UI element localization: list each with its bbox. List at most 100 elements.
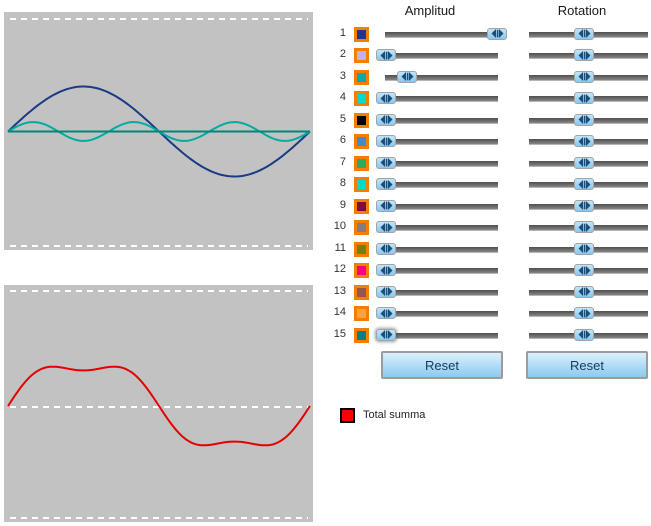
amplitude-slider[interactable]	[376, 221, 507, 234]
rotation-slider[interactable]	[522, 49, 651, 62]
amplitude-slider-thumb[interactable]	[376, 264, 396, 276]
amplitude-slider-thumb[interactable]	[376, 199, 396, 212]
harmonic-color-swatch	[354, 134, 369, 149]
amplitude-slider-track[interactable]	[385, 117, 498, 124]
rotation-slider[interactable]	[522, 156, 651, 170]
amplitude-slider-thumb[interactable]	[376, 328, 396, 341]
rotation-slider-thumb[interactable]	[574, 92, 594, 104]
rotation-slider[interactable]	[522, 70, 651, 84]
amplitude-slider-thumb[interactable]	[376, 113, 396, 126]
amplitude-slider-track[interactable]	[385, 53, 498, 59]
harmonic-number-label: 2	[339, 48, 346, 60]
amplitude-slider-track[interactable]	[385, 182, 498, 188]
rotation-slider[interactable]	[522, 113, 651, 127]
harmonic-color-swatch	[354, 48, 369, 63]
rotation-slider-thumb[interactable]	[574, 113, 594, 126]
amplitude-slider-track[interactable]	[385, 31, 498, 38]
left-right-stepper-icon	[578, 29, 590, 38]
amplitude-slider-thumb[interactable]	[376, 92, 396, 104]
left-right-stepper-icon	[578, 93, 590, 103]
rotation-slider-thumb[interactable]	[574, 27, 594, 40]
amplitude-slider-thumb[interactable]	[397, 70, 417, 83]
rotation-slider-thumb[interactable]	[574, 285, 594, 298]
rotation-slider[interactable]	[522, 178, 651, 191]
amplitude-slider-thumb[interactable]	[376, 156, 396, 169]
amplitude-slider-track[interactable]	[385, 332, 498, 339]
amplitude-slider[interactable]	[376, 27, 507, 41]
harmonic-number-label: 11	[334, 241, 346, 254]
upper-bound-dashed-line	[10, 290, 308, 292]
harmonic-row-4: 4	[330, 88, 651, 109]
left-right-stepper-icon	[401, 72, 413, 81]
amplitude-slider[interactable]	[376, 92, 507, 105]
left-right-stepper-icon	[578, 72, 590, 81]
amplitude-slider-track[interactable]	[385, 160, 498, 167]
rotation-slider-thumb[interactable]	[574, 264, 594, 276]
amplitude-slider[interactable]	[376, 70, 507, 84]
amplitude-slider-track[interactable]	[385, 139, 498, 145]
harmonic-number-label: 12	[333, 263, 346, 275]
rotation-slider-thumb[interactable]	[574, 156, 594, 169]
amplitude-slider[interactable]	[376, 199, 507, 213]
rotation-slider-thumb[interactable]	[574, 135, 594, 147]
amplitude-slider[interactable]	[376, 135, 507, 148]
amplitude-slider[interactable]	[376, 242, 507, 256]
rotation-slider-thumb[interactable]	[574, 178, 594, 190]
amplitude-slider[interactable]	[376, 307, 507, 320]
amplitude-slider-thumb[interactable]	[376, 307, 396, 319]
amplitude-slider-thumb[interactable]	[376, 242, 396, 255]
amplitude-slider-track[interactable]	[385, 289, 498, 296]
rotation-slider[interactable]	[522, 242, 651, 256]
left-right-stepper-icon	[491, 29, 503, 38]
reset-amplitude-button[interactable]: Reset	[381, 351, 503, 379]
rotation-slider[interactable]	[522, 221, 651, 234]
harmonic-row-1: 1	[330, 24, 651, 45]
rotation-slider[interactable]	[522, 199, 651, 213]
amplitude-slider-track[interactable]	[385, 246, 498, 253]
rotation-slider-thumb[interactable]	[574, 49, 594, 61]
rotation-slider[interactable]	[522, 92, 651, 105]
amplitude-slider[interactable]	[376, 113, 507, 127]
amplitude-slider-thumb[interactable]	[376, 285, 396, 298]
left-right-stepper-icon	[578, 158, 590, 167]
left-right-stepper-icon	[380, 265, 392, 275]
reset-rotation-button[interactable]: Reset	[526, 351, 648, 379]
amplitude-slider-thumb[interactable]	[376, 221, 396, 233]
harmonic-number-label: 3	[339, 69, 346, 82]
left-right-stepper-icon	[380, 93, 392, 103]
amplitude-slider-track[interactable]	[385, 311, 498, 317]
left-right-stepper-icon	[380, 222, 392, 232]
rotation-slider[interactable]	[522, 264, 651, 277]
rotation-slider-thumb[interactable]	[574, 70, 594, 83]
lower-bound-dashed-line	[10, 517, 308, 519]
harmonic-row-6: 6	[330, 131, 651, 152]
amplitude-slider[interactable]	[376, 178, 507, 191]
amplitude-slider[interactable]	[376, 328, 507, 342]
amplitude-slider[interactable]	[376, 156, 507, 170]
rotation-slider[interactable]	[522, 135, 651, 148]
rotation-slider-thumb[interactable]	[574, 199, 594, 212]
amplitude-slider-track[interactable]	[385, 203, 498, 210]
rotation-slider[interactable]	[522, 285, 651, 299]
rotation-slider[interactable]	[522, 307, 651, 320]
amplitude-slider-thumb[interactable]	[376, 178, 396, 190]
amplitude-slider-track[interactable]	[385, 74, 498, 81]
amplitude-slider-track[interactable]	[385, 96, 498, 102]
amplitude-slider[interactable]	[376, 285, 507, 299]
left-right-stepper-icon	[578, 308, 590, 318]
rotation-slider[interactable]	[522, 328, 651, 342]
rotation-slider[interactable]	[522, 27, 651, 41]
amplitude-slider-thumb[interactable]	[376, 135, 396, 147]
amplitude-slider-thumb[interactable]	[487, 27, 507, 40]
rotation-slider-thumb[interactable]	[574, 242, 594, 255]
rotation-slider-thumb[interactable]	[574, 328, 594, 341]
upper-bound-dashed-line	[10, 18, 308, 20]
amplitude-slider-track[interactable]	[385, 225, 498, 231]
rotation-slider-thumb[interactable]	[574, 221, 594, 233]
rotation-slider-thumb[interactable]	[574, 307, 594, 319]
amplitude-slider[interactable]	[376, 264, 507, 277]
amplitude-slider[interactable]	[376, 49, 507, 62]
amplitude-slider-track[interactable]	[385, 268, 498, 274]
amplitude-slider-thumb[interactable]	[376, 49, 396, 61]
total-sum-color-swatch	[340, 408, 355, 423]
